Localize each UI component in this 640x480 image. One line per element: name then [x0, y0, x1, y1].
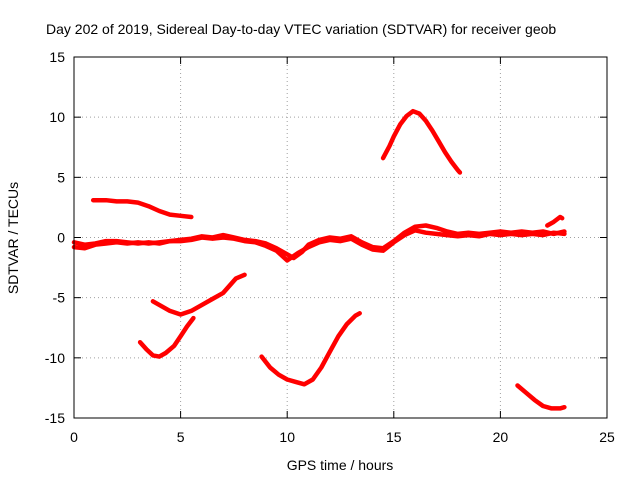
y-tick-label: 15 — [49, 49, 65, 65]
series-late-neg — [515, 383, 567, 411]
series-baseline-b — [71, 228, 567, 263]
x-tick-label: 10 — [279, 429, 295, 445]
y-tick-label: -15 — [45, 410, 65, 426]
series-mid-neg — [150, 272, 247, 317]
series-layer — [71, 108, 567, 411]
x-tick-label: 15 — [386, 429, 402, 445]
y-tick-label: -5 — [53, 290, 66, 306]
x-tick-label: 25 — [599, 429, 615, 445]
x-tick-label: 5 — [177, 429, 185, 445]
series-upper-short — [90, 197, 194, 220]
y-tick-label: -10 — [45, 350, 65, 366]
y-tick-label: 5 — [57, 169, 65, 185]
y-axis-label: SDTVAR / TECUs — [5, 182, 21, 294]
series-peak — [380, 108, 463, 175]
series-tail-rise — [545, 214, 565, 228]
y-tick-label: 10 — [49, 109, 65, 125]
chart-title: Day 202 of 2019, Sidereal Day-to-day VTE… — [46, 21, 556, 37]
y-tick-label: 0 — [57, 230, 65, 246]
axis-ticks: 0 5 10 15 20 25 -15 -10 -5 0 5 10 15 — [45, 49, 615, 445]
x-tick-label: 0 — [70, 429, 78, 445]
x-axis-label: GPS time / hours — [287, 457, 394, 473]
x-tick-label: 20 — [493, 429, 509, 445]
series-dip-mid — [259, 311, 362, 387]
grid — [74, 57, 607, 418]
series-dip-early — [137, 315, 196, 359]
